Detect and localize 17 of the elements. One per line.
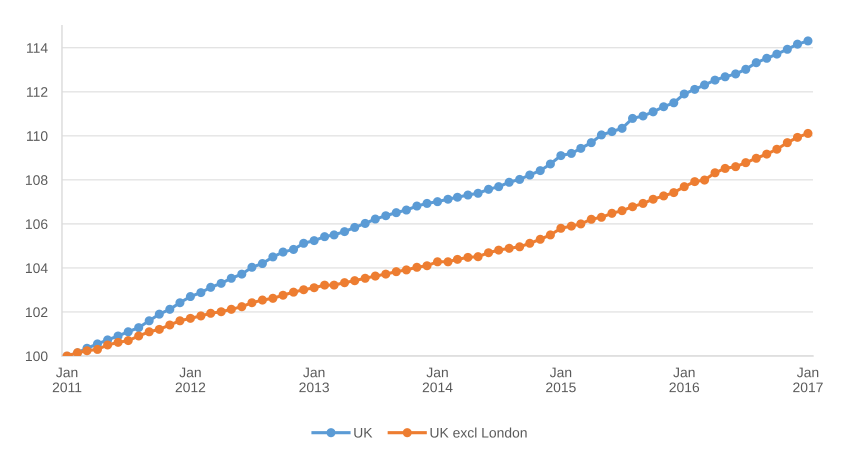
y-tick-label: 106 — [26, 219, 48, 230]
x-tick-label: Jan 2016 — [670, 368, 700, 392]
legend-label: UK — [354, 428, 372, 438]
y-tick-label: 102 — [26, 307, 48, 318]
y-tick-label: 104 — [26, 263, 48, 274]
x-tick-label: Jan 2017 — [793, 368, 823, 392]
y-tick-label: 110 — [26, 131, 48, 141]
y-tick-label: 100 — [26, 351, 48, 362]
x-tick-label: Jan 2014 — [422, 368, 453, 392]
y-tick-label: 114 — [26, 43, 48, 53]
x-tick-label: Jan 2012 — [176, 368, 206, 392]
x-tick-label: Jan 2013 — [299, 368, 329, 392]
legend-label: UK excl London — [430, 427, 527, 438]
y-tick-label: 112 — [26, 87, 48, 97]
x-tick-label: Jan 2011 — [52, 368, 82, 392]
x-tick-label: Jan 2015 — [546, 368, 576, 392]
y-tick-label: 108 — [26, 175, 48, 186]
